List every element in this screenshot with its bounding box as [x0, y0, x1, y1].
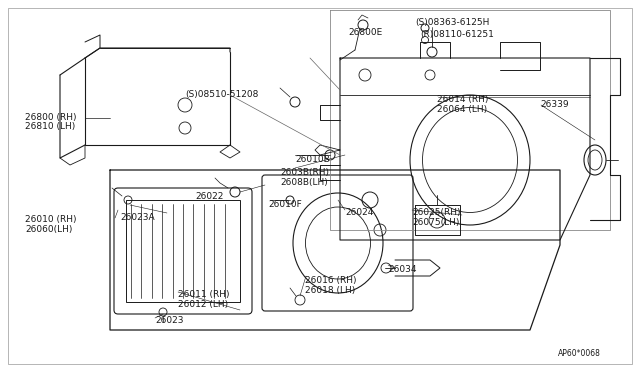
Text: 26016 (RH): 26016 (RH) — [305, 276, 356, 285]
Text: 26339: 26339 — [540, 100, 568, 109]
Text: 26060(LH): 26060(LH) — [25, 225, 72, 234]
Bar — [126, 200, 240, 302]
Text: 26010 (RH): 26010 (RH) — [25, 215, 77, 224]
Text: 26023: 26023 — [155, 316, 184, 325]
Text: 2608B(LH): 2608B(LH) — [280, 178, 328, 187]
Text: 26010F: 26010F — [268, 200, 301, 209]
Text: 26800 (RH): 26800 (RH) — [25, 113, 77, 122]
Text: 26023A: 26023A — [120, 213, 155, 222]
Text: 2603B(RH): 2603B(RH) — [280, 168, 329, 177]
Text: 26810 (LH): 26810 (LH) — [25, 122, 76, 131]
Text: 26022: 26022 — [195, 192, 223, 201]
Text: (S)08363-6125H: (S)08363-6125H — [415, 18, 490, 27]
Text: 26014 (RH): 26014 (RH) — [437, 95, 488, 104]
Text: 26024: 26024 — [345, 208, 373, 217]
Text: 26025(RH): 26025(RH) — [412, 208, 461, 217]
Text: 26800E: 26800E — [348, 28, 382, 37]
Text: 26010B: 26010B — [295, 155, 330, 164]
Text: 26034: 26034 — [388, 265, 417, 274]
Text: 26012 (LH): 26012 (LH) — [178, 300, 228, 309]
Text: (S)08510-51208: (S)08510-51208 — [185, 90, 259, 99]
Text: AP60*0068: AP60*0068 — [558, 349, 601, 358]
Text: (R)08110-61251: (R)08110-61251 — [420, 30, 494, 39]
Text: 26011 (RH): 26011 (RH) — [178, 290, 230, 299]
Text: 26075(LH): 26075(LH) — [412, 218, 460, 227]
Text: 26018 (LH): 26018 (LH) — [305, 286, 355, 295]
Text: 26064 (LH): 26064 (LH) — [437, 105, 487, 114]
